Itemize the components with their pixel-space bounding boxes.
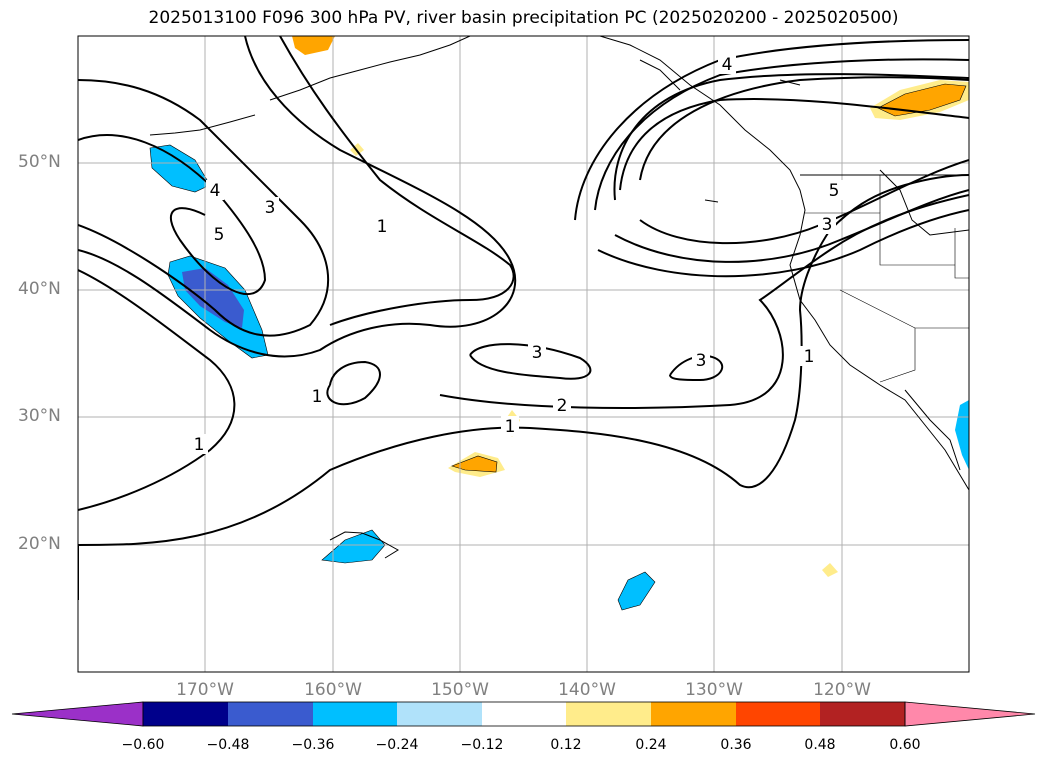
contour-label: 1 bbox=[377, 217, 388, 237]
pos-anomaly-central-core bbox=[451, 455, 498, 473]
lon-label: 130°W bbox=[685, 680, 743, 700]
lat-label: 30°N bbox=[18, 406, 61, 426]
contour-label: 5 bbox=[829, 181, 840, 201]
lon-label: 140°W bbox=[558, 680, 616, 700]
contour-label: 3 bbox=[822, 215, 833, 235]
pv-contours bbox=[78, 36, 969, 600]
neg-anomaly-hawaii bbox=[321, 529, 386, 564]
pos-anomaly-small3 bbox=[822, 563, 838, 577]
plot-frame bbox=[77, 35, 970, 673]
contour-label: 3 bbox=[696, 351, 707, 371]
lon-label: 160°W bbox=[304, 680, 362, 700]
contour-label: 1 bbox=[804, 347, 815, 367]
precip-shading bbox=[149, 36, 969, 611]
lon-label: 170°W bbox=[176, 680, 234, 700]
colorbar-segment bbox=[651, 702, 736, 726]
contour-label: 4 bbox=[210, 181, 221, 201]
colorbar-extend-high bbox=[904, 701, 1036, 727]
contour-label: 5 bbox=[214, 225, 225, 245]
colorbar-tick-label: 0.48 bbox=[804, 737, 836, 753]
colorbar-segment bbox=[143, 702, 228, 726]
state-borders bbox=[805, 175, 969, 383]
contour-label: 3 bbox=[532, 343, 543, 363]
pv-contour-labels: 4 4 3 5 1 5 3 3 3 2 1 1 1 1 bbox=[190, 54, 843, 455]
colorbar-segment bbox=[736, 702, 820, 726]
contour-label: 2 bbox=[557, 396, 568, 416]
colorbar-tick-label: 0.60 bbox=[889, 737, 921, 753]
colorbar bbox=[11, 701, 1036, 727]
lat-label: 20°N bbox=[18, 534, 61, 554]
neg-anomaly-core bbox=[182, 268, 244, 328]
contour-label: 1 bbox=[194, 435, 205, 455]
pos-anomaly-canada-core bbox=[877, 83, 967, 117]
colorbar-tick-label: −0.12 bbox=[460, 737, 504, 753]
colorbar-tick-label: −0.60 bbox=[121, 737, 165, 753]
colorbar-tick-label: 0.36 bbox=[720, 737, 752, 753]
colorbar-extend-low bbox=[11, 701, 144, 727]
colorbar-tick-label: 0.12 bbox=[550, 737, 582, 753]
colorbar-tick-label: −0.24 bbox=[375, 737, 419, 753]
colorbar-segment bbox=[313, 702, 397, 726]
contour-label: 1 bbox=[505, 417, 516, 437]
colorbar-segment bbox=[397, 702, 482, 726]
gridlines bbox=[78, 36, 969, 672]
figure-title: 2025013100 F096 300 hPa PV, river basin … bbox=[148, 8, 899, 28]
colorbar-segment bbox=[228, 702, 313, 726]
colorbar-segment bbox=[566, 702, 651, 726]
colorbar-segment bbox=[482, 702, 566, 726]
contour-label: 3 bbox=[265, 198, 276, 218]
contour-label: 4 bbox=[722, 55, 733, 75]
lat-label: 50°N bbox=[18, 152, 61, 172]
lon-label: 150°W bbox=[431, 680, 489, 700]
colorbar-segment bbox=[820, 702, 905, 726]
pos-anomaly-north bbox=[292, 36, 335, 55]
neg-anomaly-north bbox=[149, 144, 211, 193]
lat-label: 40°N bbox=[18, 279, 61, 299]
neg-anomaly-south bbox=[617, 571, 656, 611]
coastlines bbox=[149, 36, 969, 559]
colorbar-outline bbox=[142, 701, 906, 727]
neg-anomaly-baja bbox=[955, 400, 969, 470]
colorbar-tick-label: −0.36 bbox=[291, 737, 335, 753]
contour-label: 1 bbox=[312, 387, 323, 407]
lon-label: 120°W bbox=[813, 680, 871, 700]
colorbar-tick-label: 0.24 bbox=[635, 737, 667, 753]
colorbar-tick-label: −0.48 bbox=[206, 737, 250, 753]
